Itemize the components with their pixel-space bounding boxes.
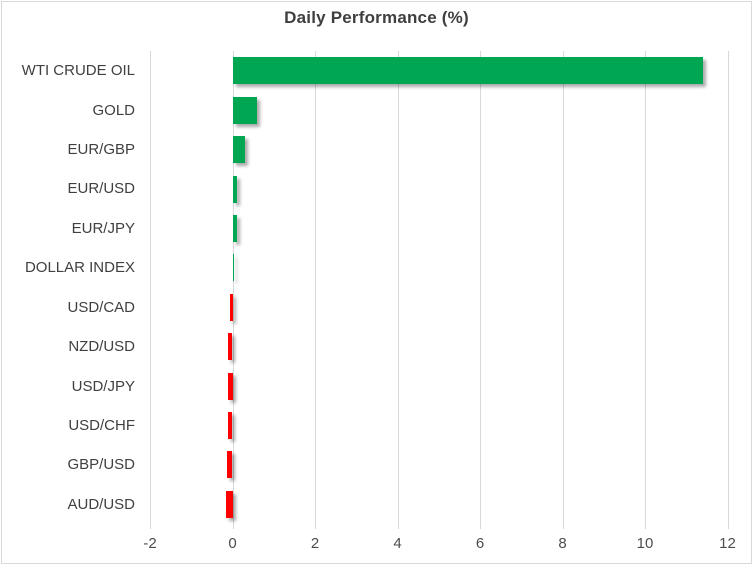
- x-tick-label: -2: [143, 535, 157, 552]
- x-tick-label: 10: [636, 535, 654, 552]
- category-label: USD/CAD: [67, 298, 135, 316]
- category-label: EUR/GBP: [67, 141, 135, 159]
- category-label: USD/CHF: [68, 417, 135, 434]
- gridline: [397, 51, 399, 529]
- category-axis: WTI CRUDE OIL GOLD EUR/GBP EUR/USD EUR/JPY DO…: [0, 51, 135, 524]
- x-tick-label: 2: [310, 535, 320, 552]
- gridline: [315, 51, 316, 529]
- x-tick-label: 8: [558, 535, 567, 552]
- bar: [232, 57, 703, 85]
- gridline: [645, 51, 646, 529]
- x-axis: -2 0 2 4 6 8 10 12: [143, 524, 751, 564]
- plot-area: [150, 51, 751, 529]
- category-label: GBP/USD: [67, 456, 135, 474]
- bar: [228, 333, 233, 361]
- bar: [232, 136, 245, 163]
- x-tick-label: 4: [393, 535, 402, 552]
- bar: [227, 412, 233, 439]
- gridline: [727, 51, 729, 529]
- chart-title: Daily Performance (%): [284, 8, 469, 27]
- x-tick-label: 6: [475, 535, 485, 552]
- bar: [232, 214, 237, 242]
- category-label: WTI CRUDE OIL: [21, 62, 135, 80]
- bar: [226, 451, 233, 479]
- gridline: [232, 51, 234, 529]
- x-tick-label: 12: [719, 535, 736, 552]
- category-label: EUR/JPY: [71, 219, 135, 237]
- category-label: DOLLAR INDEX: [24, 259, 135, 277]
- category-label: GOLD: [92, 101, 135, 119]
- bar: [232, 175, 238, 203]
- bar: [232, 254, 234, 282]
- bar: [225, 490, 233, 518]
- category-label: NZD/USD: [68, 338, 135, 356]
- gridline: [562, 51, 564, 529]
- gridline: [150, 51, 151, 529]
- bar: [232, 96, 258, 124]
- category-label: EUR/USD: [67, 180, 135, 198]
- gridline: [480, 51, 481, 529]
- bar: [230, 293, 233, 321]
- x-tick-label: 0: [228, 535, 237, 552]
- bar: [228, 372, 233, 400]
- category-label: USD/JPY: [71, 377, 135, 395]
- category-label: AUD/USD: [67, 495, 135, 513]
